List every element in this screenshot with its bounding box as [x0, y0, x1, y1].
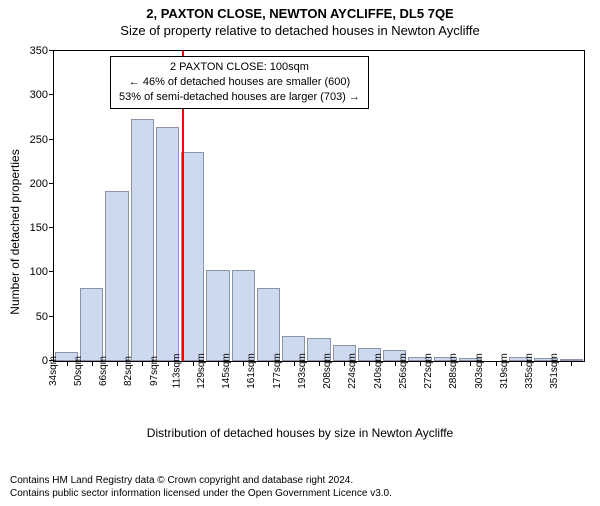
- x-tick-mark: [67, 361, 68, 366]
- bar-slot: 50sqm: [79, 51, 104, 361]
- x-tick-mark: [395, 361, 396, 366]
- bar-slot: 288sqm: [458, 51, 483, 361]
- x-tick-mark: [521, 361, 522, 366]
- chart-area: Number of detached properties 34sqm50sqm…: [5, 42, 595, 422]
- x-tick-label: 208sqm: [322, 353, 333, 389]
- x-tick-mark: [117, 361, 118, 366]
- x-tick-mark: [369, 361, 370, 366]
- x-tick-mark: [92, 361, 93, 366]
- info-line-1: 2 PAXTON CLOSE: 100sqm: [119, 60, 360, 75]
- x-tick-label: 82sqm: [123, 356, 134, 386]
- y-tick-mark: [49, 271, 54, 272]
- y-tick-mark: [49, 183, 54, 184]
- x-tick-mark: [168, 361, 169, 366]
- bar: [105, 191, 128, 361]
- y-tick-label: 0: [42, 355, 48, 367]
- x-tick-mark: [319, 361, 320, 366]
- footer-line-2: Contains public sector information licen…: [10, 488, 392, 501]
- x-tick-mark: [294, 361, 295, 366]
- x-tick-mark: [420, 361, 421, 366]
- x-tick-mark: [344, 361, 345, 366]
- y-tick-label: 250: [30, 134, 48, 146]
- x-tick-mark: [142, 361, 143, 366]
- x-tick-label: 129sqm: [196, 353, 207, 389]
- y-tick-mark: [49, 316, 54, 317]
- x-axis-label: Distribution of detached houses by size …: [0, 426, 600, 440]
- plot-region: 34sqm50sqm66sqm82sqm97sqm113sqm129sqm145…: [53, 50, 585, 362]
- bar: [131, 119, 154, 361]
- bar-slot: 335sqm: [533, 51, 558, 361]
- x-tick-label: 177sqm: [272, 353, 283, 389]
- bar: [181, 152, 204, 361]
- x-tick-label: 193sqm: [297, 353, 308, 389]
- y-tick-mark: [49, 50, 54, 51]
- bar-slot: 303sqm: [483, 51, 508, 361]
- bar: [80, 288, 103, 361]
- bar: [156, 127, 179, 361]
- info-box: 2 PAXTON CLOSE: 100sqm ← 46% of detached…: [110, 56, 369, 109]
- bar: [232, 270, 255, 361]
- bar: [206, 270, 229, 361]
- x-tick-label: 66sqm: [98, 356, 109, 386]
- y-tick-label: 150: [30, 222, 48, 234]
- x-tick-label: 303sqm: [474, 353, 485, 389]
- x-tick-mark: [218, 361, 219, 366]
- y-tick-label: 200: [30, 178, 48, 190]
- x-tick-label: 145sqm: [221, 353, 232, 389]
- bar-slot: 34sqm: [54, 51, 79, 361]
- x-tick-label: 50sqm: [73, 356, 84, 386]
- footer: Contains HM Land Registry data © Crown c…: [10, 475, 392, 500]
- x-tick-label: 319sqm: [499, 353, 510, 389]
- title-sub: Size of property relative to detached ho…: [0, 23, 600, 38]
- x-tick-label: 256sqm: [398, 353, 409, 389]
- y-tick-label: 350: [30, 45, 48, 57]
- x-tick-mark: [243, 361, 244, 366]
- x-tick-label: 113sqm: [171, 354, 182, 389]
- bar: [257, 288, 280, 361]
- y-tick-mark: [49, 227, 54, 228]
- y-tick-mark: [49, 94, 54, 95]
- x-tick-label: 97sqm: [149, 356, 160, 386]
- x-tick-mark: [268, 361, 269, 366]
- footer-line-1: Contains HM Land Registry data © Crown c…: [10, 475, 392, 488]
- x-tick-label: 351sqm: [550, 353, 561, 389]
- y-tick-mark: [49, 360, 54, 361]
- y-tick-label: 300: [30, 89, 48, 101]
- x-tick-mark: [193, 361, 194, 366]
- x-tick-label: 161sqm: [247, 353, 258, 389]
- bar-slot: 272sqm: [433, 51, 458, 361]
- y-axis-label: Number of detached properties: [8, 149, 22, 314]
- bar-slot: 351sqm: [559, 51, 584, 361]
- y-tick-label: 100: [30, 266, 48, 278]
- bar-slot: 256sqm: [407, 51, 432, 361]
- info-line-3: 53% of semi-detached houses are larger (…: [119, 90, 360, 105]
- y-tick-label: 50: [36, 311, 48, 323]
- y-tick-mark: [49, 139, 54, 140]
- bar-slot: 240sqm: [382, 51, 407, 361]
- x-tick-mark: [571, 361, 572, 366]
- x-tick-mark: [470, 361, 471, 366]
- x-tick-label: 224sqm: [348, 353, 359, 389]
- x-tick-label: 272sqm: [423, 353, 434, 389]
- info-line-2: ← 46% of detached houses are smaller (60…: [119, 75, 360, 90]
- x-tick-label: 288sqm: [449, 353, 460, 389]
- x-tick-mark: [445, 361, 446, 366]
- title-main: 2, PAXTON CLOSE, NEWTON AYCLIFFE, DL5 7Q…: [0, 6, 600, 21]
- x-tick-label: 335sqm: [524, 353, 535, 389]
- bar-slot: 319sqm: [508, 51, 533, 361]
- x-tick-label: 240sqm: [373, 353, 384, 389]
- x-tick-mark: [546, 361, 547, 366]
- x-tick-mark: [496, 361, 497, 366]
